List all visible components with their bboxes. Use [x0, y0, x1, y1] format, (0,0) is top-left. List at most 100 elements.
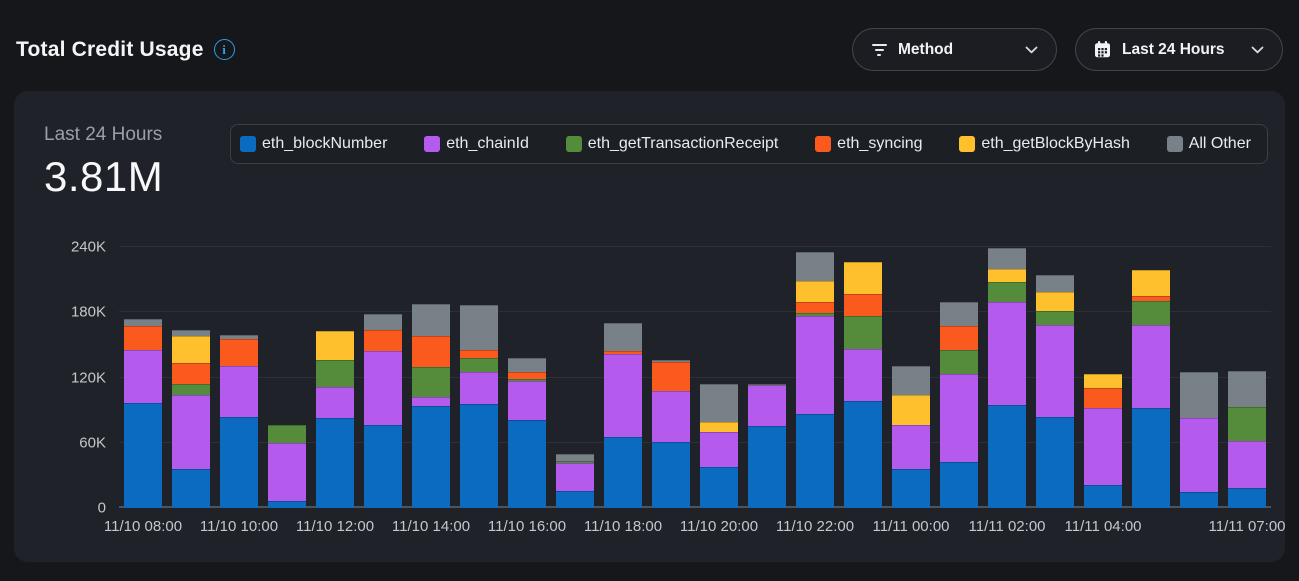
segment-eth-syncing[interactable] [412, 336, 450, 367]
segment-all-other[interactable] [796, 252, 834, 281]
legend-item-eth-getblockbyhash[interactable]: eth_getBlockByHash [959, 135, 1130, 153]
segment-eth-blocknumber[interactable] [604, 437, 642, 508]
segment-eth-syncing[interactable] [652, 362, 690, 391]
segment-eth-blocknumber[interactable] [124, 402, 162, 508]
segment-eth-syncing[interactable] [508, 372, 546, 379]
segment-eth-chainid[interactable] [940, 374, 978, 463]
segment-eth-chainid[interactable] [460, 372, 498, 404]
segment-eth-gettransactionreceipt[interactable] [508, 378, 546, 381]
segment-all-other[interactable] [1036, 275, 1074, 292]
segment-eth-gettransactionreceipt[interactable] [1132, 301, 1170, 326]
segment-eth-blocknumber[interactable] [748, 426, 786, 508]
segment-eth-blocknumber[interactable] [1084, 485, 1122, 508]
segment-all-other[interactable] [460, 304, 498, 351]
legend-item-all-other[interactable]: All Other [1166, 135, 1251, 153]
segment-eth-blocknumber[interactable] [940, 462, 978, 508]
segment-eth-blocknumber[interactable] [460, 403, 498, 508]
segment-eth-getblockbyhash[interactable] [844, 262, 882, 294]
legend-item-eth-gettransactionreceipt[interactable]: eth_getTransactionReceipt [565, 135, 778, 153]
segment-all-other[interactable] [364, 314, 402, 330]
segment-eth-blocknumber[interactable] [1180, 491, 1218, 508]
segment-eth-chainid[interactable] [364, 351, 402, 426]
segment-eth-blocknumber[interactable] [412, 405, 450, 508]
segment-eth-gettransactionreceipt[interactable] [748, 384, 786, 386]
segment-eth-chainid[interactable] [796, 315, 834, 415]
segment-eth-blocknumber[interactable] [1036, 416, 1074, 508]
segment-eth-chainid[interactable] [124, 350, 162, 403]
segment-eth-chainid[interactable] [844, 349, 882, 402]
segment-all-other[interactable] [556, 453, 594, 462]
segment-eth-blocknumber[interactable] [652, 441, 690, 508]
segment-eth-chainid[interactable] [412, 397, 450, 406]
info-icon[interactable]: i [213, 39, 235, 60]
segment-eth-getblockbyhash[interactable] [988, 268, 1026, 282]
segment-all-other[interactable] [124, 318, 162, 327]
segment-eth-chainid[interactable] [1132, 325, 1170, 408]
segment-eth-chainid[interactable] [508, 380, 546, 420]
segment-all-other[interactable] [220, 335, 258, 340]
segment-eth-chainid[interactable] [316, 387, 354, 418]
segment-all-other[interactable] [1180, 372, 1218, 418]
segment-eth-chainid[interactable] [604, 353, 642, 438]
segment-eth-gettransactionreceipt[interactable] [1036, 311, 1074, 326]
segment-all-other[interactable] [172, 329, 210, 337]
segment-eth-blocknumber[interactable] [1228, 488, 1266, 508]
segment-all-other[interactable] [652, 360, 690, 363]
segment-eth-blocknumber[interactable] [172, 468, 210, 508]
segment-eth-getblockbyhash[interactable] [892, 394, 930, 426]
method-filter-dropdown[interactable]: Method [852, 28, 1057, 71]
segment-all-other[interactable] [412, 303, 450, 337]
segment-eth-syncing[interactable] [460, 350, 498, 358]
segment-eth-blocknumber[interactable] [796, 414, 834, 508]
legend-item-eth-chainid[interactable]: eth_chainId [424, 135, 529, 153]
segment-eth-chainid[interactable] [652, 390, 690, 442]
segment-eth-syncing[interactable] [172, 363, 210, 385]
time-range-dropdown[interactable]: Last 24 Hours [1075, 28, 1283, 71]
segment-eth-syncing[interactable] [796, 302, 834, 314]
segment-all-other[interactable] [940, 302, 978, 327]
segment-eth-blocknumber[interactable] [988, 404, 1026, 508]
segment-all-other[interactable] [1228, 371, 1266, 407]
segment-eth-gettransactionreceipt[interactable] [1228, 406, 1266, 441]
segment-eth-gettransactionreceipt[interactable] [556, 461, 594, 464]
segment-all-other[interactable] [508, 357, 546, 373]
segment-eth-gettransactionreceipt[interactable] [844, 315, 882, 350]
legend-item-eth-blocknumber[interactable]: eth_blockNumber [240, 135, 387, 153]
segment-eth-getblockbyhash[interactable] [316, 330, 354, 361]
segment-eth-blocknumber[interactable] [844, 401, 882, 508]
segment-eth-syncing[interactable] [364, 329, 402, 352]
segment-eth-syncing[interactable] [604, 351, 642, 354]
segment-eth-blocknumber[interactable] [1132, 407, 1170, 508]
legend-item-eth-syncing[interactable]: eth_syncing [815, 135, 923, 153]
segment-eth-chainid[interactable] [220, 365, 258, 417]
segment-eth-gettransactionreceipt[interactable] [988, 281, 1026, 303]
segment-eth-gettransactionreceipt[interactable] [940, 350, 978, 375]
segment-eth-getblockbyhash[interactable] [1036, 291, 1074, 312]
segment-eth-gettransactionreceipt[interactable] [316, 360, 354, 388]
segment-eth-gettransactionreceipt[interactable] [268, 425, 306, 443]
segment-eth-blocknumber[interactable] [508, 419, 546, 508]
segment-eth-gettransactionreceipt[interactable] [412, 366, 450, 398]
segment-eth-syncing[interactable] [940, 326, 978, 351]
segment-eth-syncing[interactable] [220, 339, 258, 366]
segment-eth-blocknumber[interactable] [892, 468, 930, 508]
segment-eth-chainid[interactable] [556, 463, 594, 491]
segment-eth-blocknumber[interactable] [268, 501, 306, 508]
segment-eth-getblockbyhash[interactable] [700, 422, 738, 432]
segment-eth-chainid[interactable] [1036, 325, 1074, 417]
segment-eth-chainid[interactable] [1180, 417, 1218, 492]
segment-eth-gettransactionreceipt[interactable] [796, 313, 834, 316]
segment-all-other[interactable] [700, 384, 738, 423]
segment-eth-getblockbyhash[interactable] [1132, 269, 1170, 296]
segment-eth-chainid[interactable] [748, 385, 786, 427]
segment-eth-chainid[interactable] [892, 425, 930, 469]
segment-eth-chainid[interactable] [988, 302, 1026, 405]
segment-eth-blocknumber[interactable] [220, 416, 258, 508]
segment-eth-blocknumber[interactable] [556, 490, 594, 508]
segment-eth-getblockbyhash[interactable] [1084, 374, 1122, 389]
segment-eth-blocknumber[interactable] [364, 425, 402, 508]
segment-eth-chainid[interactable] [700, 431, 738, 467]
segment-eth-chainid[interactable] [1084, 407, 1122, 486]
segment-eth-chainid[interactable] [1228, 440, 1266, 489]
segment-eth-syncing[interactable] [844, 293, 882, 316]
